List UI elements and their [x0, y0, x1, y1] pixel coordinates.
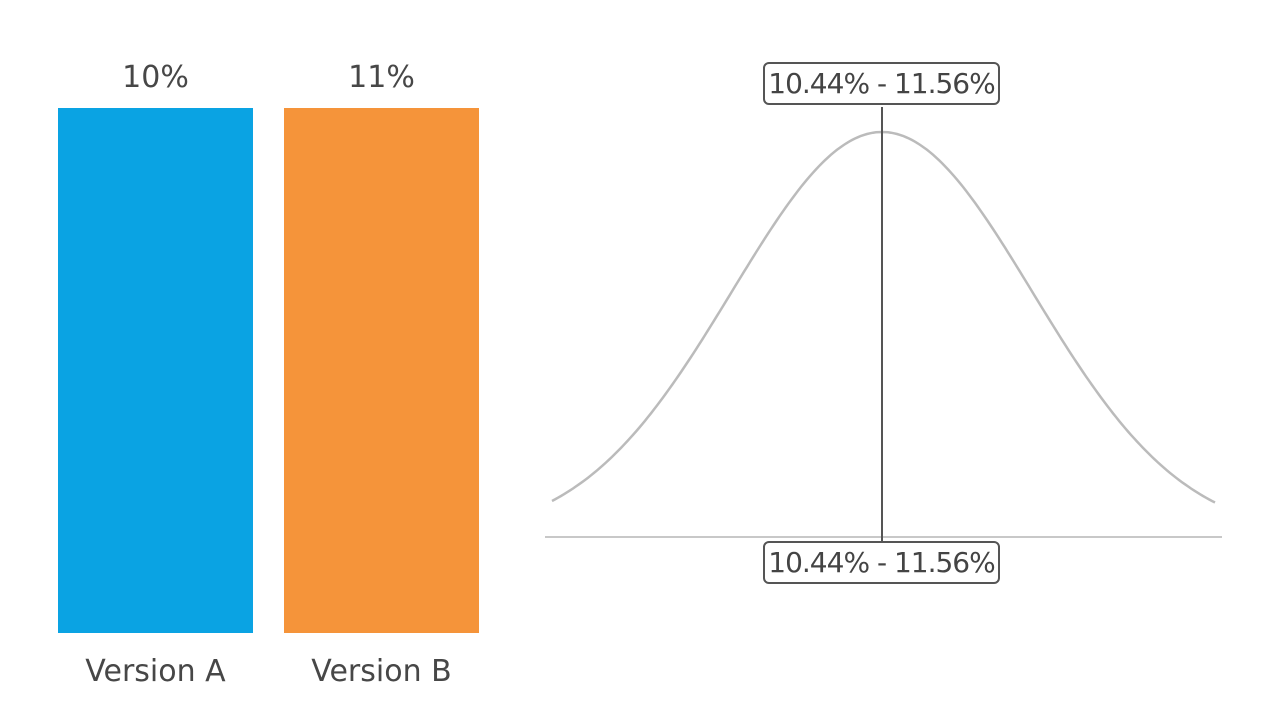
bell-curve [551, 130, 1216, 504]
category-label-a: Version A [85, 654, 226, 689]
interval-label-bottom: 10.44% - 11.56% [763, 541, 1000, 584]
bar-version-b [284, 108, 479, 633]
category-label-b: Version B [311, 654, 452, 689]
bar-value-label-b: 11% [348, 60, 415, 95]
bar-value-label-a: 10% [122, 60, 189, 95]
bar-version-a [58, 108, 253, 633]
interval-label-top: 10.44% - 11.56% [763, 62, 1000, 105]
